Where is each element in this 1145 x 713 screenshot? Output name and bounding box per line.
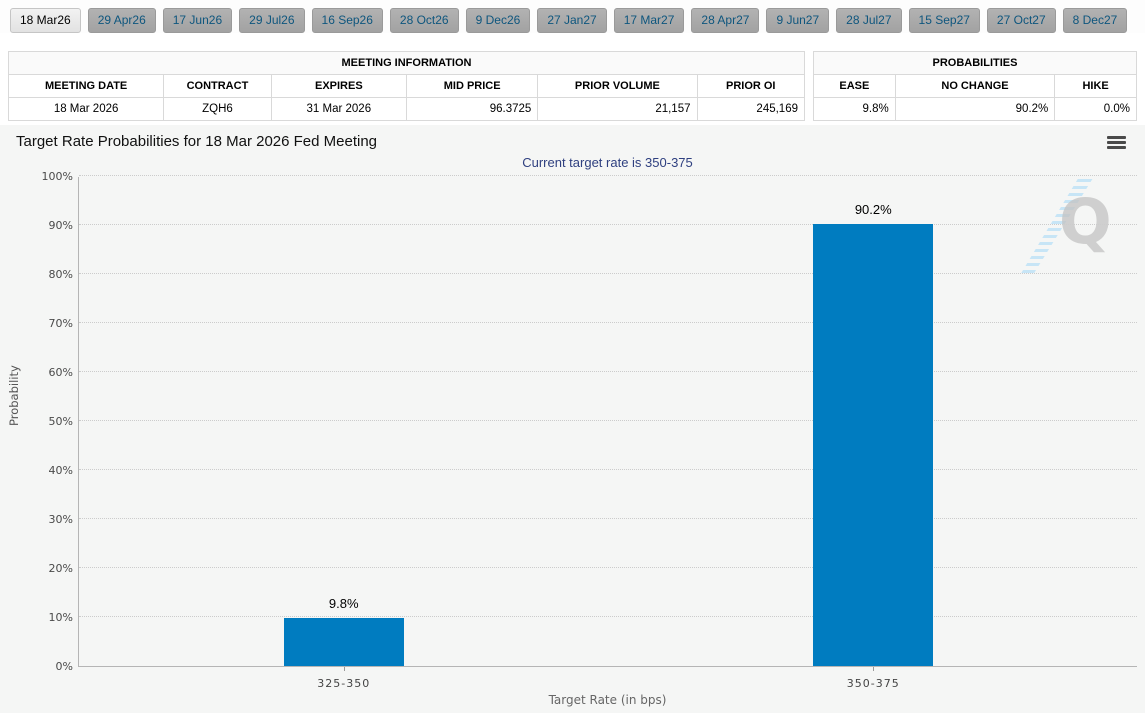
tab-9-jun27[interactable]: 9 Jun27	[766, 8, 830, 33]
chart-title: Target Rate Probabilities for 18 Mar 202…	[16, 133, 378, 150]
col-prior-oi: PRIOR OI	[696, 74, 805, 98]
gridline-80	[79, 273, 1137, 274]
y-tick-label-100: 100%	[41, 170, 73, 183]
probabilities-table: PROBABILITIES EASE NO CHANGE HIKE 9.8% 9…	[813, 51, 1137, 121]
x-axis-title: Target Rate (in bps)	[548, 693, 667, 707]
plot-area: 0% 10% 20% 30% 40% 50% 60% 70% 80% 90% 100% 9.8% 325…	[42, 170, 1137, 690]
y-tick-label-0: 0%	[55, 660, 73, 673]
y-tick-label-60: 60%	[48, 366, 73, 379]
col-meeting-date: MEETING DATE	[7, 74, 165, 98]
col-contract: CONTRACT	[163, 74, 272, 98]
contract-value: ZQH6	[163, 97, 272, 121]
tab-15-sep27[interactable]: 15 Sep27	[908, 8, 980, 33]
bar-325-350[interactable]	[283, 617, 404, 666]
tab-27-jan27[interactable]: 27 Jan27	[537, 8, 607, 33]
ease-value: 9.8%	[813, 97, 896, 121]
probabilities-row: 9.8% 90.2% 0.0%	[813, 97, 1137, 121]
y-tick-label-50: 50%	[48, 415, 73, 428]
chart-subtitle: Current target rate is 350-375	[522, 155, 693, 170]
gridline-30	[79, 518, 1137, 519]
tab-29-jul26[interactable]: 29 Jul26	[239, 8, 305, 33]
mid-price-value: 96.3725	[405, 97, 539, 121]
gridline-40	[79, 469, 1137, 470]
target-rate-probability-chart: Target Rate Probabilities for 18 Mar 202…	[0, 125, 1145, 713]
tab-18-mar26[interactable]: 18 Mar26	[10, 8, 81, 33]
tab-16-sep26[interactable]: 16 Sep26	[311, 8, 383, 33]
expires-value: 31 Mar 2026	[270, 97, 407, 121]
col-prior-volume: PRIOR VOLUME	[537, 74, 698, 98]
meeting-information-header: MEETING INFORMATION	[8, 51, 805, 75]
hamburger-menu-icon[interactable]	[1107, 136, 1126, 149]
prior-oi-value: 245,169	[696, 97, 805, 121]
probabilities-header: PROBABILITIES	[813, 51, 1137, 75]
y-tick-label-70: 70%	[48, 317, 73, 330]
hike-value: 0.0%	[1054, 97, 1137, 121]
tab-28-apr27[interactable]: 28 Apr27	[691, 8, 760, 33]
y-tick-label-20: 20%	[48, 562, 73, 575]
no-change-value: 90.2%	[894, 97, 1056, 121]
gridline-60	[79, 371, 1137, 372]
col-expires: EXPIRES	[270, 74, 407, 98]
col-hike: HIKE	[1054, 74, 1137, 98]
gridline-100	[79, 175, 1137, 176]
meeting-date-value: 18 Mar 2026	[7, 97, 165, 121]
tab-28-jul27[interactable]: 28 Jul27	[836, 8, 902, 33]
gridline-90	[79, 224, 1137, 225]
bar-value-label-350-375: 90.2%	[854, 202, 892, 218]
gridline-70	[79, 322, 1137, 323]
tab-29-apr26[interactable]: 29 Apr26	[87, 8, 156, 33]
x-tick-label-350-375: 350-375	[846, 677, 900, 690]
y-tick-label-40: 40%	[48, 464, 73, 477]
y-tick-label-90: 90%	[48, 219, 73, 232]
gridline-50	[79, 420, 1137, 421]
x-tick-label-325-350: 325-350	[317, 677, 371, 690]
tab-17-mar27[interactable]: 17 Mar27	[613, 8, 685, 33]
meeting-tab-strip: 18 Mar26 29 Apr26 17 Jun26 29 Jul26 16 Sep26…	[0, 0, 1145, 33]
col-mid-price: MID PRICE	[405, 74, 539, 98]
tab-27-oct27[interactable]: 27 Oct27	[986, 8, 1056, 33]
col-ease: EASE	[813, 74, 896, 98]
gridline-20	[79, 567, 1137, 568]
bar-350-375[interactable]	[813, 224, 934, 666]
y-tick-label-30: 30%	[48, 513, 73, 526]
y-axis-title: Probability	[7, 365, 21, 426]
tab-28-oct26[interactable]: 28 Oct26	[389, 8, 459, 33]
x-tick-mark-350-375	[873, 667, 875, 671]
bar-value-label-325-350: 9.8%	[328, 595, 359, 611]
meeting-info-row: 18 Mar 2026 ZQH6 31 Mar 2026 96.3725 21,…	[7, 97, 805, 121]
meeting-information-table: MEETING INFORMATION MEETING DATE CONTRAC…	[7, 51, 805, 121]
y-tick-label-80: 80%	[48, 268, 73, 281]
y-tick-label-10: 10%	[48, 611, 73, 624]
prior-volume-value: 21,157	[537, 97, 698, 121]
gridline-10	[79, 616, 1137, 617]
x-tick-mark-325-350	[343, 667, 345, 671]
info-tables: MEETING INFORMATION MEETING DATE CONTRAC…	[7, 51, 1137, 121]
tab-17-jun26[interactable]: 17 Jun26	[162, 8, 233, 33]
col-no-change: NO CHANGE	[894, 74, 1056, 98]
tab-9-dec26[interactable]: 9 Dec26	[465, 8, 531, 33]
tab-8-dec27[interactable]: 8 Dec27	[1062, 8, 1128, 33]
